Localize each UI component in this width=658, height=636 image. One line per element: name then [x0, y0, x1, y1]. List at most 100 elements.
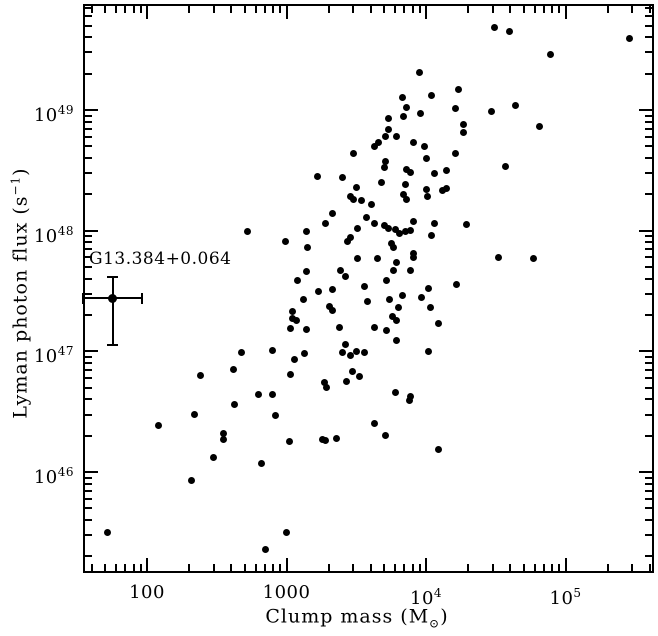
data-point [380, 222, 388, 230]
axis-tick [285, 558, 288, 571]
y-tick-exponent: 48 [57, 223, 74, 238]
data-point [454, 85, 462, 93]
axis-tick [645, 398, 652, 401]
data-point [384, 224, 392, 232]
annotation-source-label: G13.384+0.064 [89, 249, 232, 269]
axis-tick [85, 398, 92, 401]
axis-tick [188, 6, 191, 13]
data-point [423, 193, 431, 201]
axis-tick [645, 413, 652, 416]
data-point [407, 392, 415, 400]
axis-tick [639, 108, 652, 111]
data-point [400, 190, 408, 198]
data-point [210, 454, 218, 462]
axis-tick [645, 72, 652, 75]
data-point [288, 315, 296, 323]
axis-tick [639, 229, 652, 232]
axis-tick [645, 15, 652, 18]
data-point [407, 169, 415, 177]
axis-tick [85, 471, 98, 474]
data-point [361, 349, 369, 357]
data-point [390, 267, 398, 274]
axis-tick [411, 6, 414, 13]
data-point [358, 197, 366, 204]
data-point [355, 373, 363, 381]
data-point [425, 347, 433, 355]
data-point [428, 232, 436, 239]
axis-tick [85, 555, 92, 558]
data-point [396, 229, 404, 237]
data-point [391, 225, 399, 233]
axis-tick [645, 476, 652, 479]
data-point [502, 163, 510, 171]
data-point [302, 326, 310, 334]
y-axis-title-close: ) [9, 167, 32, 176]
axis-tick [645, 114, 652, 117]
data-point [401, 181, 409, 189]
axis-tick [85, 145, 92, 148]
data-point [301, 350, 309, 358]
data-point [435, 320, 443, 328]
data-point [383, 327, 391, 335]
data-point [315, 287, 323, 295]
axis-tick [279, 6, 282, 13]
data-point [398, 94, 406, 102]
data-point [313, 172, 321, 180]
data-point [403, 165, 410, 173]
axis-tick [645, 482, 652, 485]
data-point [271, 411, 279, 419]
data-point [398, 292, 406, 300]
axis-tick [85, 256, 92, 259]
axis-tick [509, 564, 512, 571]
data-point [529, 254, 537, 262]
data-point [262, 545, 270, 553]
data-point [428, 91, 436, 99]
axis-tick [212, 6, 215, 13]
error-bar-vertical [111, 276, 114, 346]
data-point [453, 281, 461, 289]
data-point [344, 238, 352, 246]
axis-tick [85, 369, 92, 372]
plot-area [82, 4, 654, 573]
axis-tick [522, 564, 525, 571]
x-axis-title-text: Clump mass (M [265, 605, 430, 628]
data-point [409, 253, 417, 261]
axis-tick [85, 120, 92, 123]
data-point [336, 323, 344, 331]
data-point [329, 286, 337, 294]
data-point [338, 349, 346, 357]
data-point [347, 351, 355, 359]
x-tick-label: 100 [129, 582, 165, 603]
error-bar-cap [107, 344, 119, 347]
axis-tick [146, 6, 149, 19]
data-point [370, 420, 378, 428]
axis-tick [85, 413, 92, 416]
data-point [393, 316, 401, 324]
axis-tick [352, 564, 355, 571]
annotated-point [108, 293, 118, 303]
data-point [377, 178, 385, 186]
data-point [387, 240, 395, 248]
axis-tick [394, 564, 397, 571]
data-point [426, 304, 434, 312]
data-point [407, 267, 415, 274]
axis-tick [645, 489, 652, 492]
data-point [490, 24, 498, 32]
error-bar-cap [107, 275, 119, 278]
y-tick-label: 1049 [33, 102, 74, 126]
error-bar-cap [140, 292, 143, 304]
axis-tick [418, 6, 421, 13]
data-point [495, 253, 503, 261]
axis-tick [542, 6, 545, 13]
data-point [299, 295, 307, 303]
data-point [370, 142, 378, 150]
axis-tick [533, 564, 536, 571]
data-point [294, 276, 302, 284]
data-point [382, 158, 390, 166]
axis-tick [383, 564, 386, 571]
axis-tick [104, 564, 107, 571]
data-point [329, 306, 337, 314]
axis-tick [425, 6, 428, 19]
axis-tick [115, 564, 118, 571]
axis-tick [85, 362, 92, 365]
